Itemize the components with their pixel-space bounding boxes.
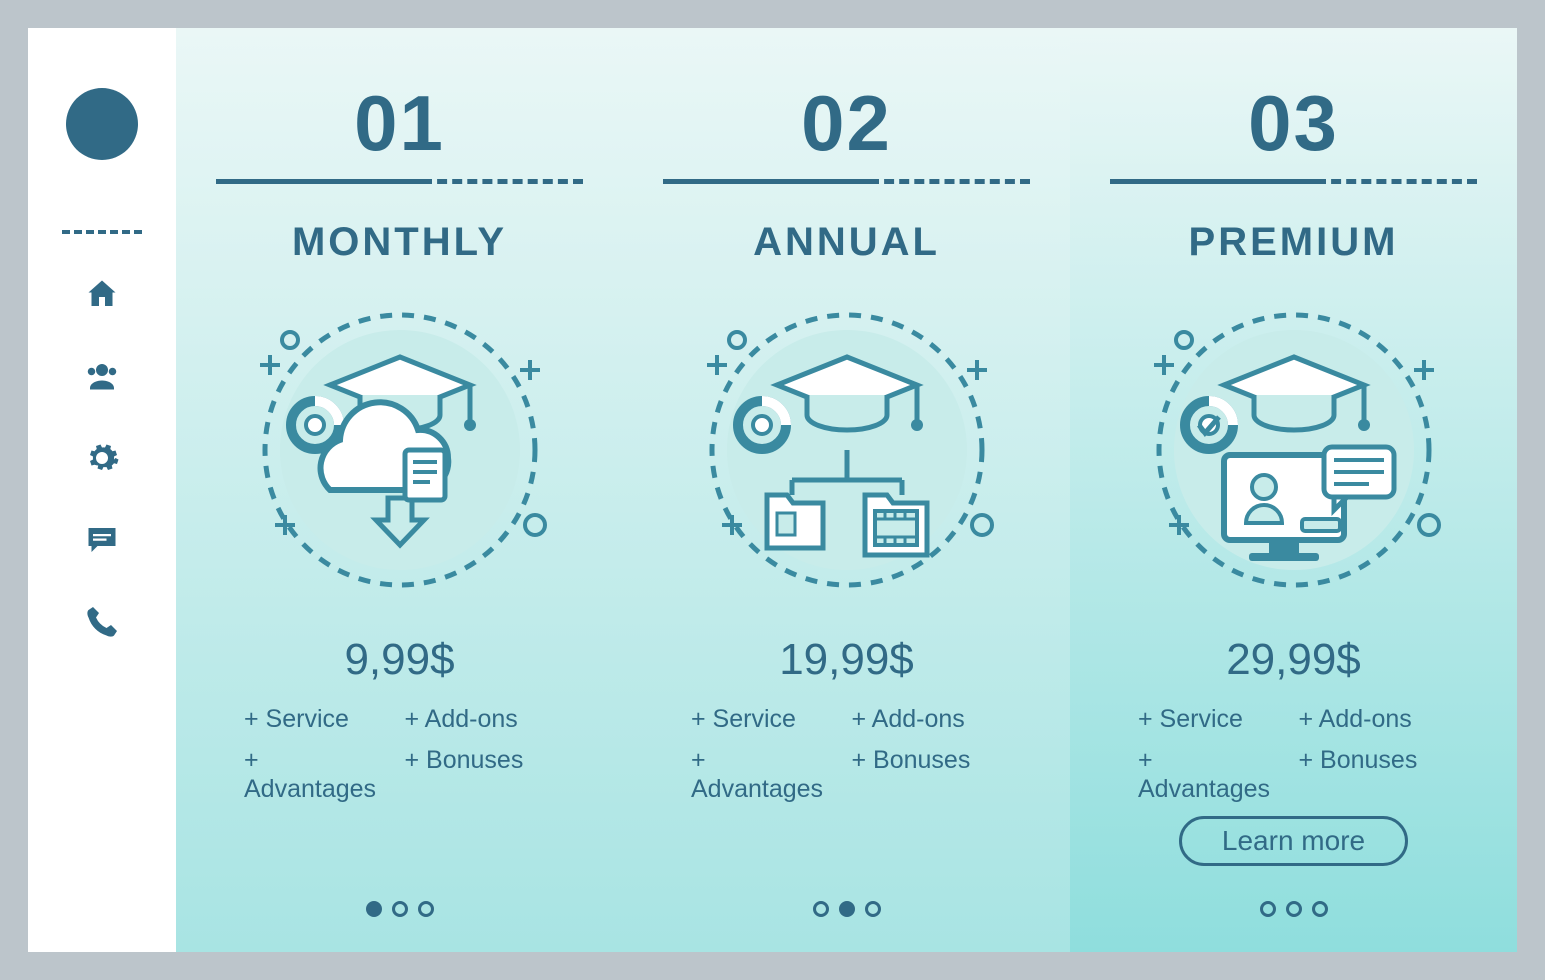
plan-price: 29,99$ — [1110, 635, 1477, 685]
plan-price: 9,99$ — [216, 635, 583, 685]
feature-item: Advantages — [244, 746, 395, 804]
pager-dot[interactable] — [813, 901, 829, 917]
feature-item: Add-ons — [1299, 705, 1450, 734]
feature-item: Service — [691, 705, 842, 734]
pager-dot[interactable] — [839, 901, 855, 917]
pricing-card-monthly: 01 MONTHLY 9,99$ Service Add-ons AdvantagesBo… — [176, 28, 623, 952]
pager-dot[interactable] — [1312, 901, 1328, 917]
feature-list: Service Add-ons AdvantagesBonuses — [216, 705, 583, 804]
pager-dot[interactable] — [1260, 901, 1276, 917]
pricing-card-annual: 02 ANNUAL 19,99$ Service Add-ons AdvantagesBo… — [623, 28, 1070, 952]
card-divider — [216, 179, 583, 184]
chat-icon[interactable] — [82, 520, 122, 560]
pager-dot[interactable] — [865, 901, 881, 917]
feature-item: Add-ons — [852, 705, 1003, 734]
phone-icon[interactable] — [82, 602, 122, 642]
learn-more-button[interactable]: Learn more — [1179, 816, 1408, 866]
card-number: 01 — [216, 78, 583, 169]
card-number: 02 — [663, 78, 1030, 169]
pager-dot[interactable] — [392, 901, 408, 917]
pagination-dots — [216, 877, 583, 922]
pager-dot[interactable] — [418, 901, 434, 917]
card-number: 03 — [1110, 78, 1477, 169]
feature-item: Bonuses — [852, 746, 1003, 804]
pager-dot[interactable] — [1286, 901, 1302, 917]
plan-illustration-icon — [1139, 295, 1449, 605]
pricing-card-premium: 03 PREMIUM 29,99$ Service Add-ons AdvantagesB… — [1070, 28, 1517, 952]
pagination-dots — [1110, 877, 1477, 922]
plan-illustration-icon — [245, 295, 555, 605]
home-icon[interactable] — [82, 274, 122, 314]
plan-title: ANNUAL — [663, 220, 1030, 265]
feature-item: Advantages — [691, 746, 842, 804]
plan-illustration-icon — [692, 295, 1002, 605]
feature-item: Service — [244, 705, 395, 734]
feature-item: Add-ons — [405, 705, 556, 734]
card-divider — [663, 179, 1030, 184]
sidebar — [28, 28, 176, 952]
pricing-frame: 01MONTHLY9,99$ServiceAdd-onsAdvantagesBo… — [28, 28, 1517, 952]
cards-container: 01MONTHLY9,99$ServiceAdd-onsAdvantagesBo… — [176, 28, 1517, 952]
sidebar-divider — [62, 230, 142, 234]
gear-icon[interactable] — [82, 438, 122, 478]
feature-list: Service Add-ons AdvantagesBonuses — [1110, 705, 1477, 804]
plan-price: 19,99$ — [663, 635, 1030, 685]
feature-item: Advantages — [1138, 746, 1289, 804]
feature-item: Bonuses — [405, 746, 556, 804]
pager-dot[interactable] — [366, 901, 382, 917]
plan-title: PREMIUM — [1110, 220, 1477, 265]
feature-list: Service Add-ons AdvantagesBonuses — [663, 705, 1030, 804]
logo-dot-icon — [66, 88, 138, 160]
feature-item: Bonuses — [1299, 746, 1450, 804]
feature-item: Service — [1138, 705, 1289, 734]
card-divider — [1110, 179, 1477, 184]
pagination-dots — [663, 877, 1030, 922]
users-icon[interactable] — [82, 356, 122, 396]
plan-title: MONTHLY — [216, 220, 583, 265]
